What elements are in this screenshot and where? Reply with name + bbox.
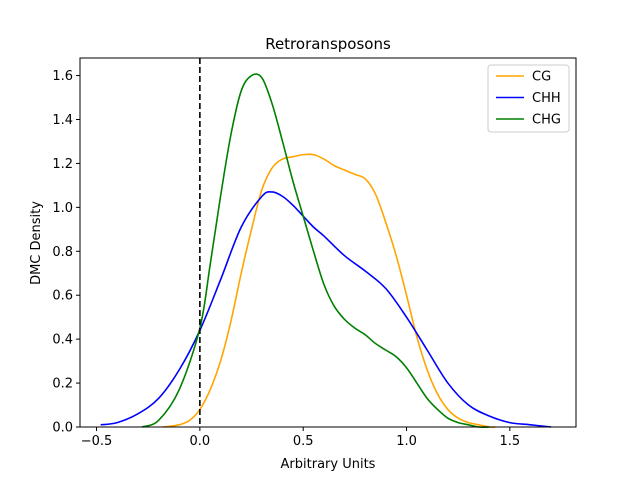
plot-area: [100, 58, 552, 428]
series-line-cg: [162, 153, 496, 428]
y-tick-label: 0.8: [52, 245, 73, 260]
chart-title: Retroransposons: [265, 35, 391, 53]
x-tick-label: −0.5: [81, 434, 113, 449]
x-tick-label: 1.5: [500, 434, 521, 449]
y-tick-label: 1.6: [52, 69, 73, 84]
y-tick-label: 0.4: [52, 333, 73, 348]
y-tick-label: 1.2: [52, 157, 73, 172]
x-axis-label: Arbitrary Units: [281, 457, 376, 472]
y-tick-label: 0.0: [52, 421, 73, 436]
x-tick-label: 0.5: [293, 434, 314, 449]
x-tick-label: 0.0: [190, 434, 211, 449]
legend-box: [487, 64, 570, 133]
y-tick-label: 1.0: [52, 201, 73, 216]
y-axis-label: DMC Density: [29, 201, 44, 285]
x-tick-label: 1.0: [396, 434, 417, 449]
legend-label-chg: CHG: [532, 113, 561, 128]
y-tick-label: 0.2: [52, 377, 73, 392]
legend-label-cg: CG: [532, 70, 551, 85]
axes-frame: [79, 57, 577, 428]
y-tick-label: 1.4: [52, 113, 73, 128]
series-line-chh: [100, 191, 552, 428]
y-tick-label: 0.6: [52, 289, 73, 304]
series-line-chg: [141, 73, 490, 428]
axes: −0.5 0.0 0.5 1.0 1.5 0.0 0.2 0.4 0.6 0.8 1.0 1.2 1.4…: [52, 57, 577, 449]
legend-label-chh: CHH: [532, 91, 561, 106]
legend: CG CHH CHG: [487, 64, 570, 133]
